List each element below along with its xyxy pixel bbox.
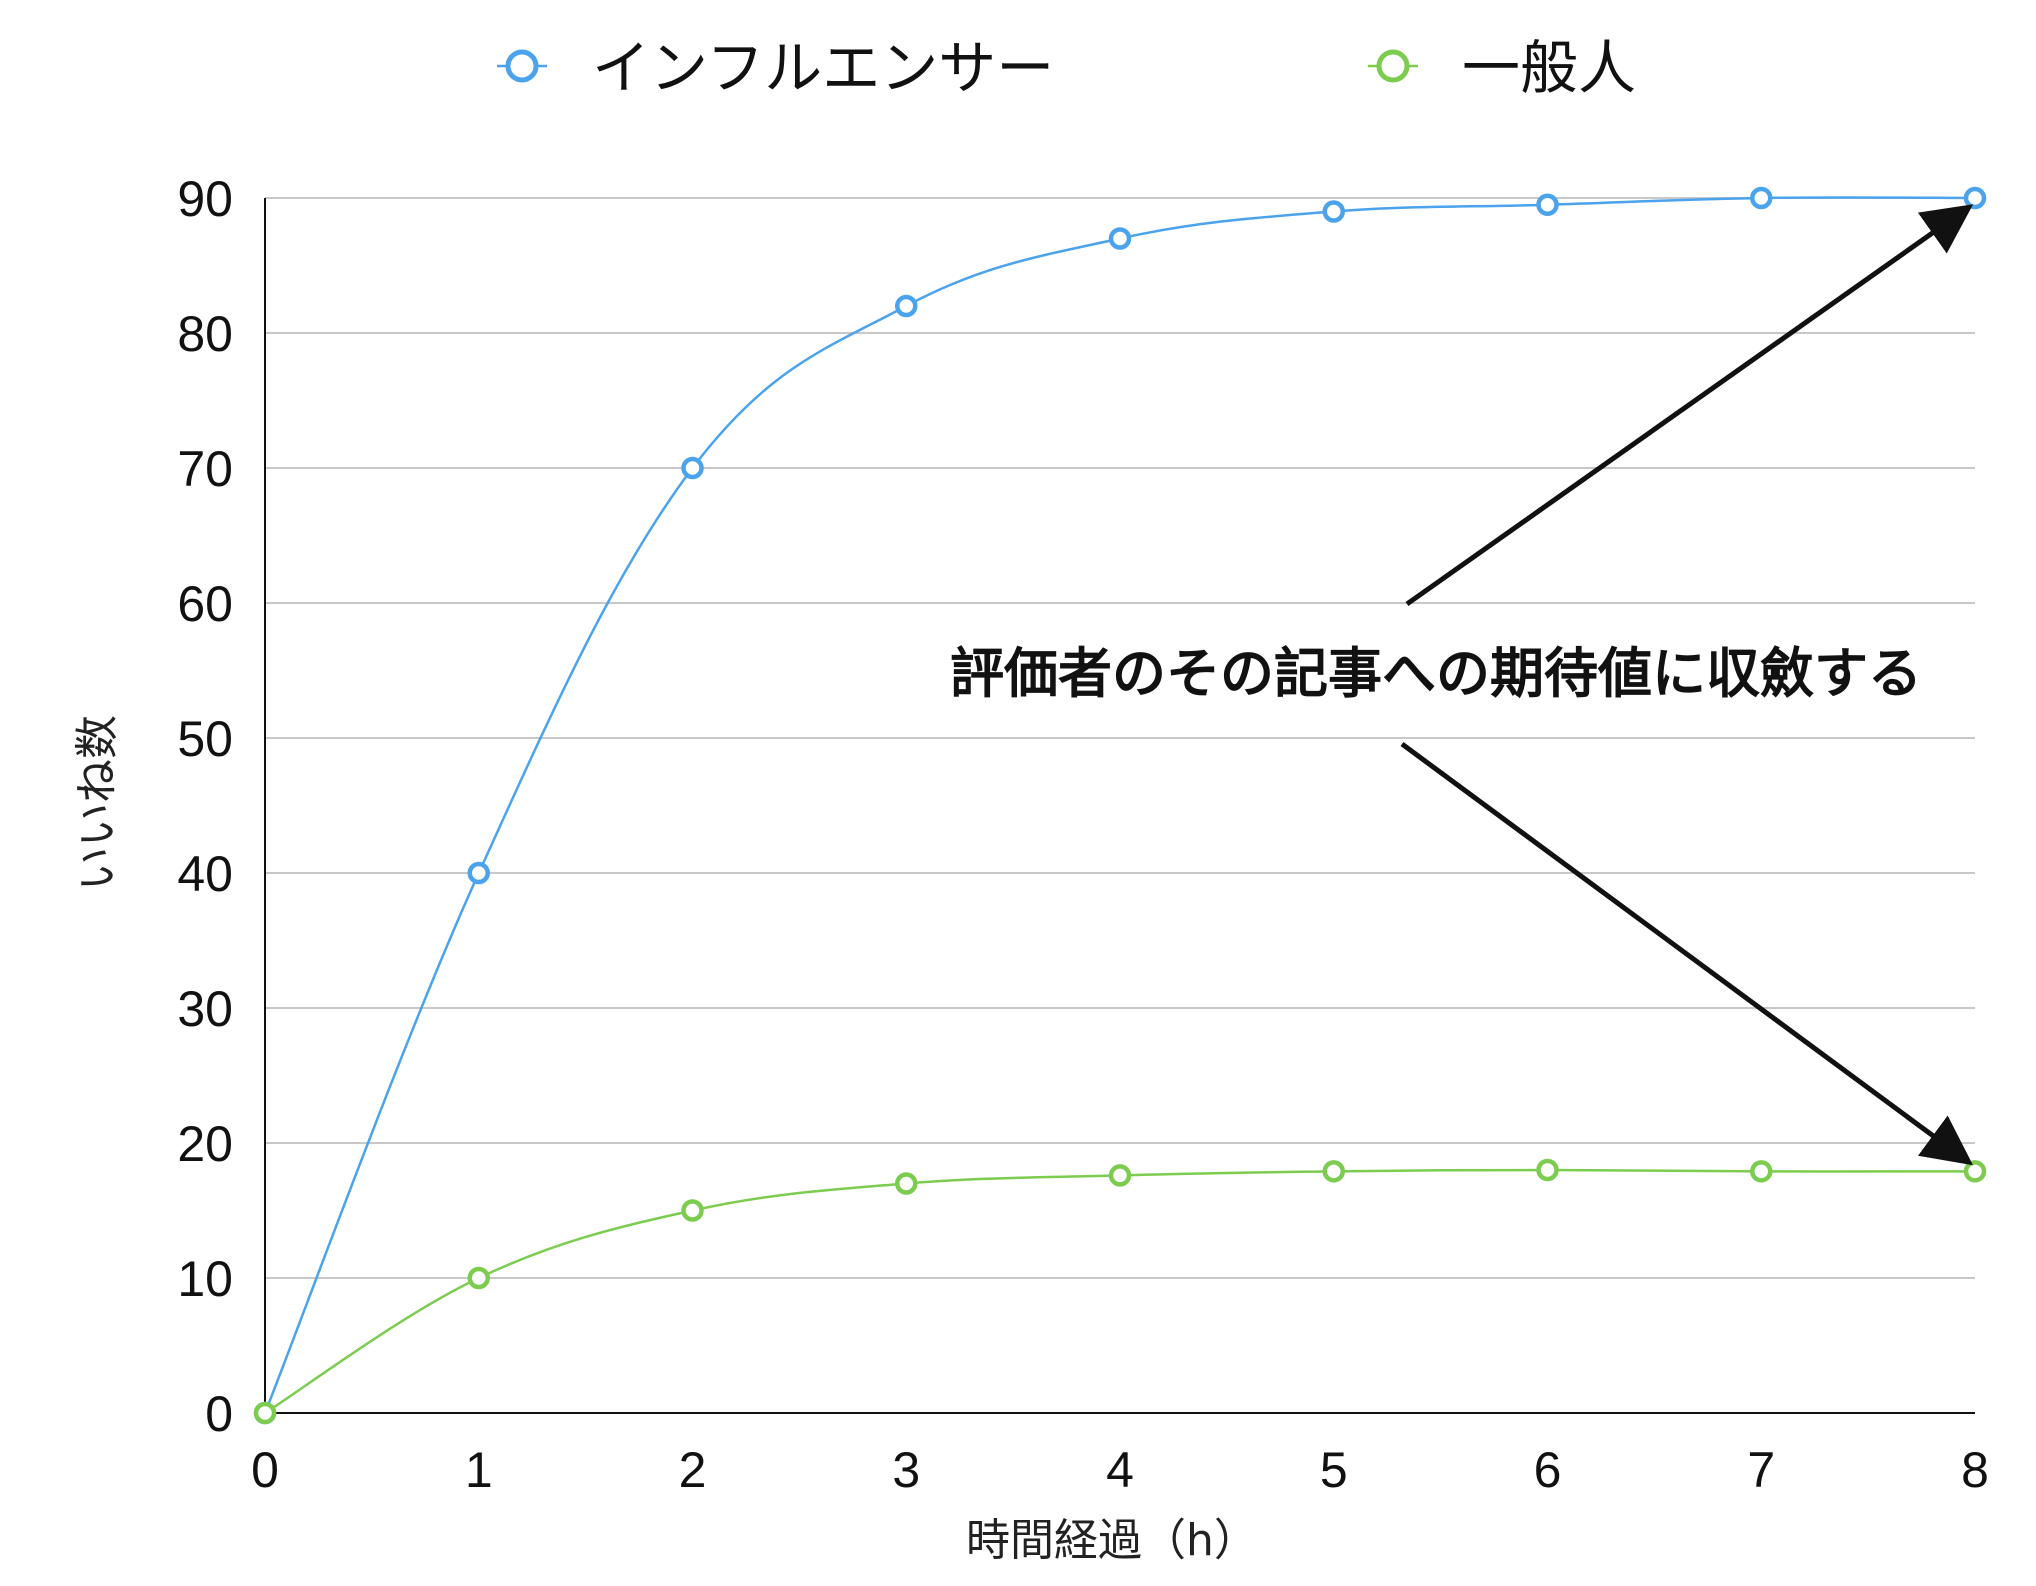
x-tick-label: 2 bbox=[679, 1442, 707, 1498]
y-tick-label: 60 bbox=[177, 576, 233, 632]
series-0 bbox=[253, 186, 1987, 1425]
series-group bbox=[253, 186, 1987, 1425]
data-point bbox=[1963, 1160, 1987, 1183]
legend-swatch-marker-influencer bbox=[505, 49, 539, 83]
y-tick-label: 70 bbox=[177, 441, 233, 497]
x-tick-labels: 0 1 2 3 4 5 6 7 8 bbox=[251, 1442, 1989, 1498]
x-tick-label: 0 bbox=[251, 1442, 279, 1498]
data-point bbox=[1536, 1158, 1559, 1182]
data-point bbox=[467, 1266, 490, 1290]
data-point bbox=[895, 294, 918, 318]
y-tick-label: 50 bbox=[177, 711, 233, 767]
x-tick-label: 1 bbox=[465, 1442, 493, 1498]
data-point bbox=[467, 861, 490, 885]
legend-item-influencer: インフルエンサー bbox=[497, 34, 1054, 102]
data-point bbox=[681, 1199, 704, 1222]
data-point bbox=[1750, 186, 1773, 210]
annotation-arrow-lower bbox=[1400, 741, 1974, 1166]
y-tick-labels: 0 10 20 30 40 50 60 70 80 90 bbox=[177, 171, 233, 1442]
series-line bbox=[264, 1168, 1976, 1415]
data-point bbox=[1322, 1160, 1345, 1183]
data-point bbox=[253, 1401, 277, 1425]
annotation-arrow-upper bbox=[1405, 204, 1974, 607]
x-tick-label: 4 bbox=[1106, 1442, 1134, 1498]
data-point bbox=[1108, 227, 1132, 250]
data-point bbox=[1963, 186, 1987, 210]
data-point bbox=[1108, 1164, 1132, 1187]
y-axis-title: いいね数 bbox=[72, 715, 123, 891]
legend-item-general: 一般人 bbox=[1368, 34, 1636, 102]
series-1 bbox=[253, 1158, 1987, 1425]
data-point bbox=[681, 456, 704, 480]
y-tick-label: 20 bbox=[177, 1116, 233, 1172]
legend-swatch-marker-general bbox=[1376, 49, 1410, 83]
y-tick-label: 30 bbox=[177, 981, 233, 1037]
x-tick-label: 5 bbox=[1320, 1442, 1348, 1498]
data-point bbox=[1322, 200, 1345, 223]
y-tick-label: 80 bbox=[177, 306, 233, 362]
legend: インフルエンサー 一般人 bbox=[497, 34, 1636, 102]
y-tick-label: 90 bbox=[177, 171, 233, 227]
data-point bbox=[895, 1172, 918, 1195]
x-tick-label: 8 bbox=[1961, 1442, 1989, 1498]
series-line bbox=[263, 196, 1976, 1414]
x-tick-label: 3 bbox=[892, 1442, 920, 1498]
x-tick-label: 6 bbox=[1534, 1442, 1562, 1498]
data-point bbox=[1536, 193, 1559, 216]
y-tick-label: 40 bbox=[177, 846, 233, 902]
y-tick-label: 0 bbox=[205, 1386, 233, 1442]
x-tick-label: 7 bbox=[1747, 1442, 1775, 1498]
annotation-text: 評価者のその記事への期待値に収斂する bbox=[950, 642, 1922, 705]
legend-label-influencer: インフルエンサー bbox=[592, 34, 1054, 102]
x-axis-title: 時間経過（h） bbox=[966, 1515, 1258, 1566]
y-tick-label: 10 bbox=[177, 1251, 233, 1307]
annotation: 評価者のその記事への期待値に収斂する bbox=[950, 204, 1974, 1166]
grid-lines bbox=[265, 197, 1975, 1279]
data-point bbox=[1750, 1160, 1773, 1183]
legend-label-general: 一般人 bbox=[1462, 34, 1636, 102]
